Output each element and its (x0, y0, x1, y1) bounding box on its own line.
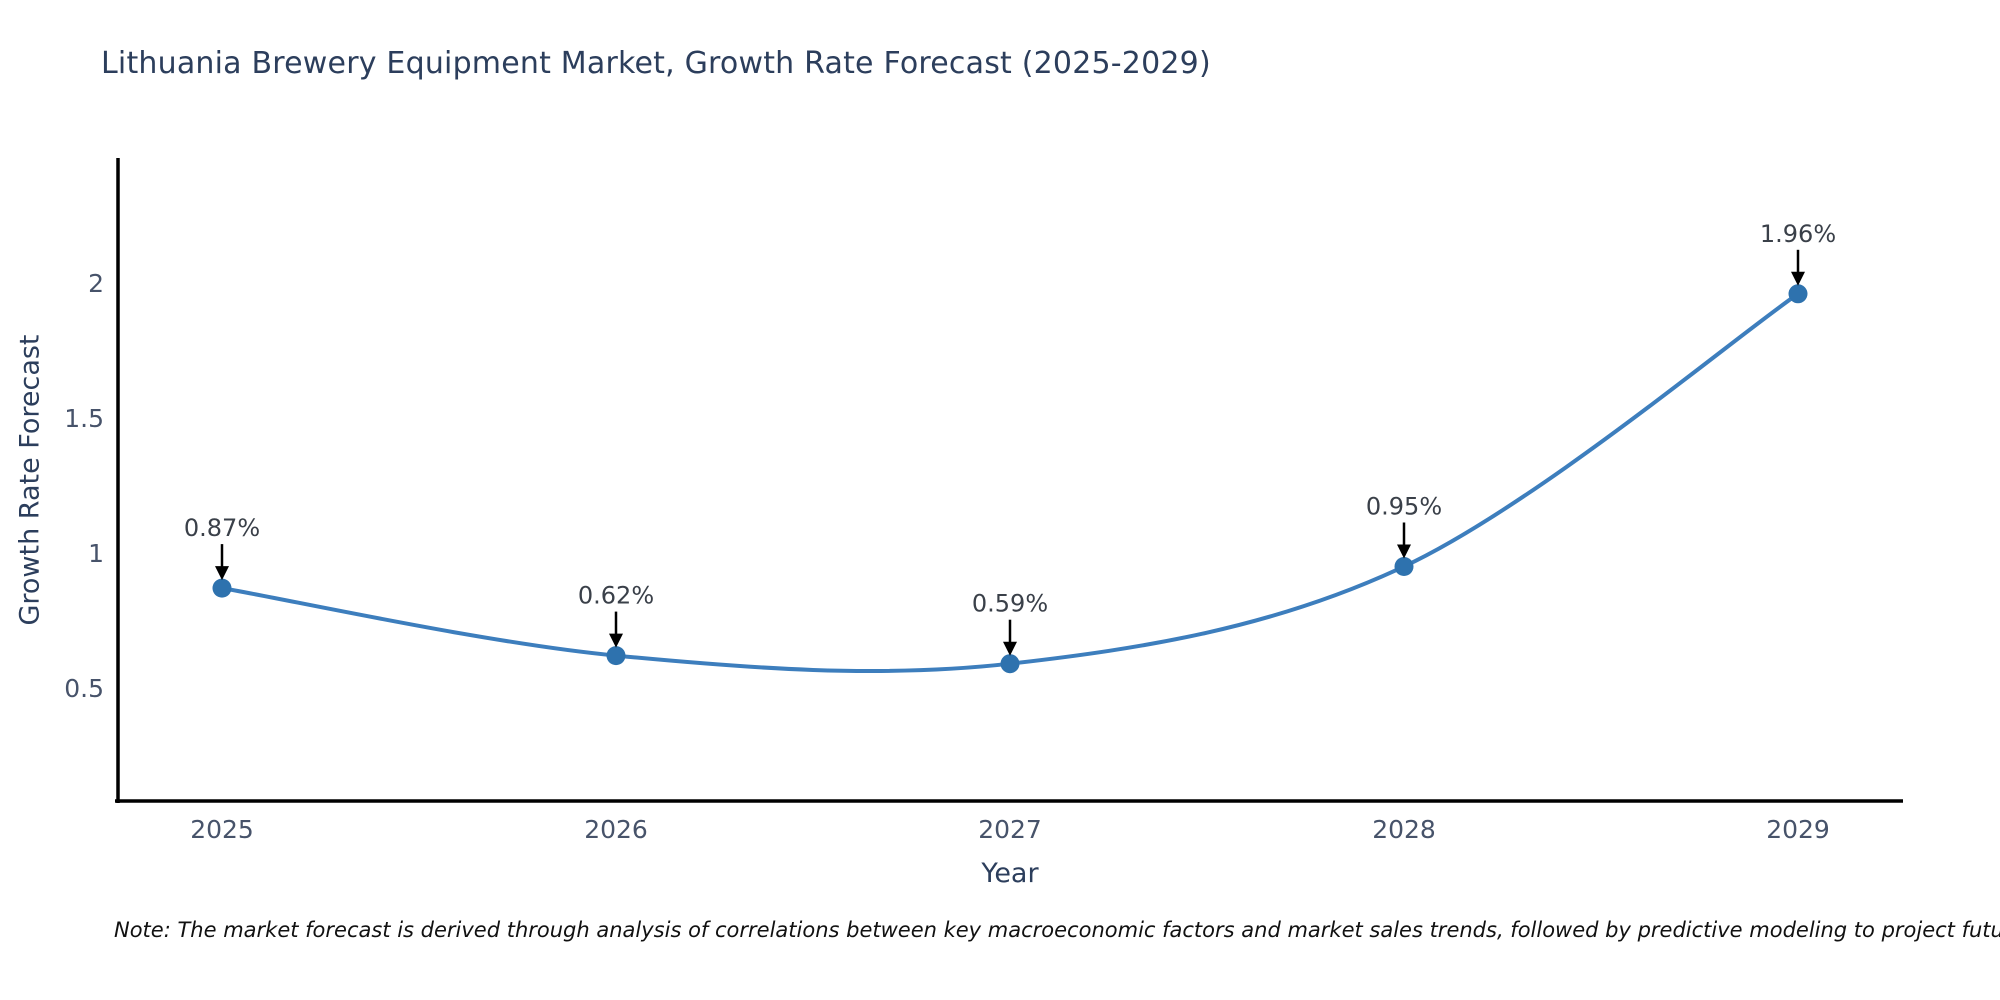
data-point-marker (212, 578, 232, 598)
data-point-marker (1394, 557, 1414, 576)
data-point-marker (1788, 284, 1808, 304)
y-tick-label: 2 (88, 269, 104, 298)
y-tick-label: 1.5 (64, 404, 104, 433)
y-tick-label: 0.5 (64, 674, 104, 703)
annotation-arrowhead (609, 633, 623, 648)
x-axis-title: Year (981, 858, 1039, 889)
data-point-label: 0.95% (1366, 493, 1442, 521)
x-tick-label: 2026 (584, 815, 648, 844)
data-point-marker (1000, 654, 1020, 674)
data-point-label: 0.62% (578, 582, 654, 610)
x-tick-label: 2029 (1766, 815, 1830, 844)
data-point-marker (606, 646, 626, 666)
chart-title: Lithuania Brewery Equipment Market, Grow… (101, 46, 1211, 81)
y-tick-label: 1 (88, 539, 104, 568)
x-tick-label: 2025 (190, 815, 254, 844)
x-tick-label: 2028 (1372, 815, 1436, 844)
annotation-arrowhead (1003, 641, 1017, 656)
data-point-label: 0.87% (184, 514, 260, 542)
footnote: Note: The market forecast is derived thr… (114, 918, 2000, 942)
annotation-arrowhead (1397, 544, 1411, 559)
annotation-arrowhead (1791, 271, 1805, 286)
y-axis-title: Growth Rate Forecast (14, 334, 46, 626)
data-point-label: 0.59% (972, 590, 1048, 618)
annotation-arrowhead (215, 566, 229, 581)
x-tick-label: 2027 (978, 815, 1042, 844)
data-point-label: 1.96% (1760, 220, 1836, 248)
